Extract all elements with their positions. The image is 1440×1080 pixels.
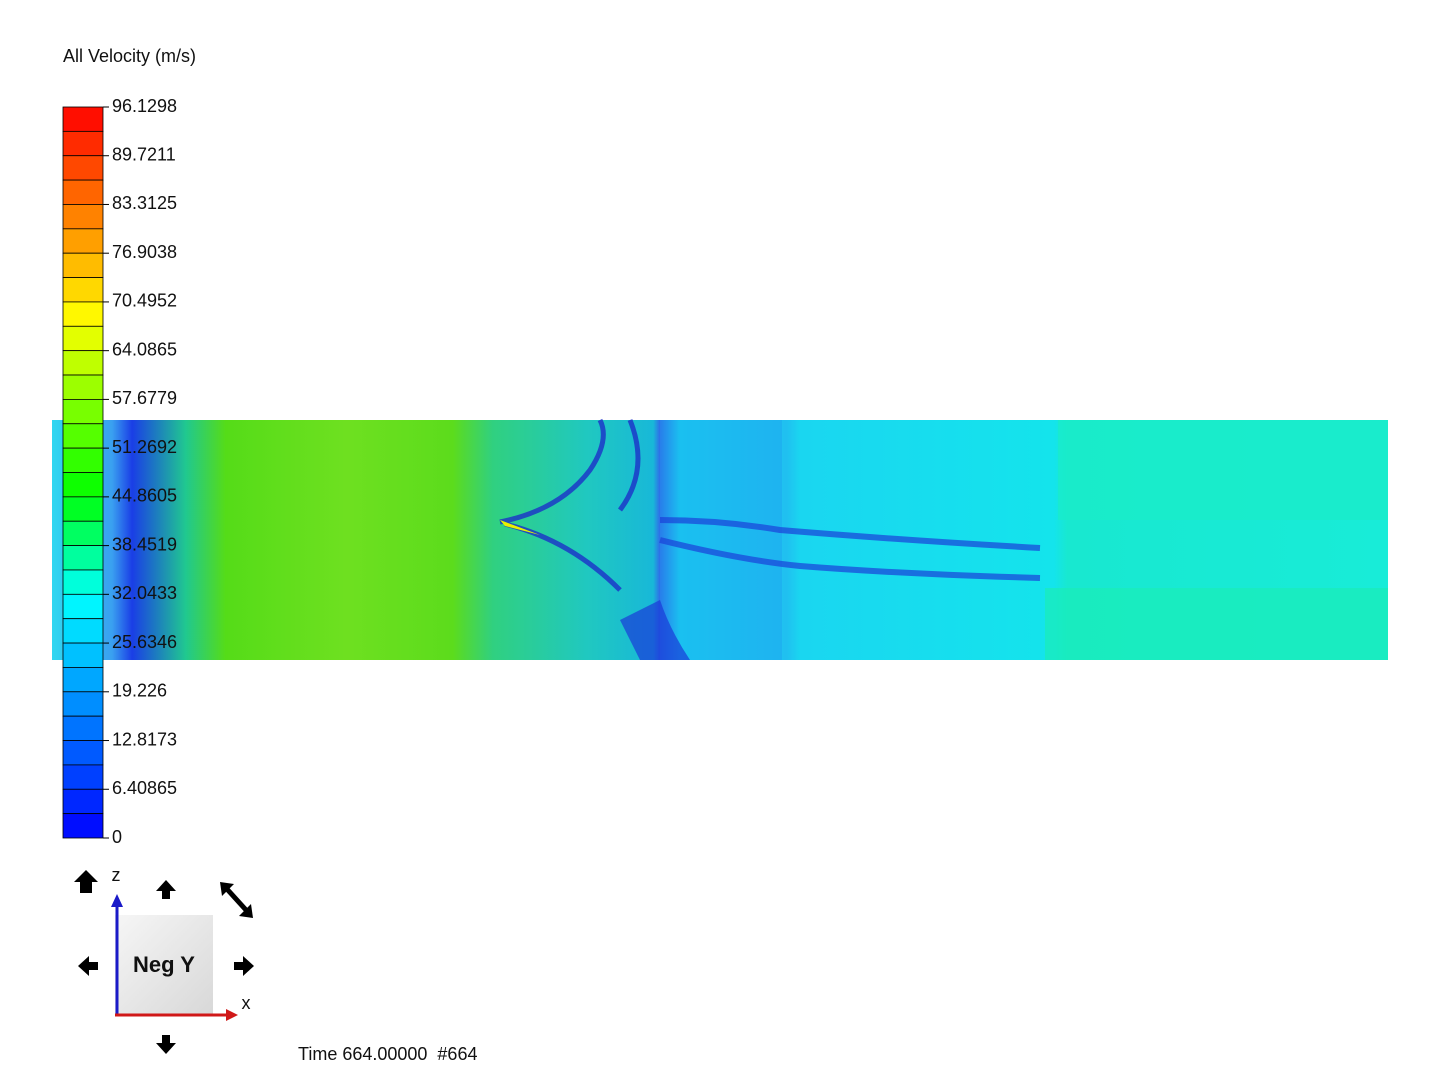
color-band <box>62 740 104 766</box>
legend-label: 89.7211 <box>112 144 176 164</box>
flow-field <box>52 418 1388 660</box>
color-band <box>62 447 104 473</box>
legend-label: 12.8173 <box>112 729 177 749</box>
color-band <box>62 155 104 181</box>
rotate-left[interactable] <box>78 956 98 976</box>
wake <box>620 600 690 660</box>
z-arrow <box>111 894 123 907</box>
legend-label: 51.2692 <box>112 437 177 457</box>
color-band <box>62 715 104 741</box>
color-band <box>62 252 104 278</box>
legend-label: 32.0433 <box>112 583 177 603</box>
color-band <box>62 764 104 790</box>
legend-label: 0 <box>112 827 122 847</box>
legend-label: 25.6346 <box>112 632 177 652</box>
legend-label: 19.226 <box>112 681 167 701</box>
color-band <box>62 130 104 157</box>
legend-label: 64.0865 <box>112 339 177 359</box>
z-label: z <box>112 865 121 885</box>
color-band <box>62 350 104 376</box>
color-band <box>62 325 104 352</box>
wake <box>659 517 1041 581</box>
color-band <box>62 545 104 571</box>
home-button[interactable] <box>74 870 98 893</box>
cube-label: Neg Y <box>133 952 195 977</box>
rotate-right[interactable] <box>234 956 254 976</box>
color-bar: 96.1298 89.7211 83.3125 76.9038 70.4952 64.08… <box>62 96 177 847</box>
color-band <box>62 496 104 522</box>
color-band <box>62 667 104 693</box>
color-band <box>62 618 104 644</box>
color-band <box>62 691 104 717</box>
x-label: x <box>242 993 251 1013</box>
legend-label: 57.6779 <box>112 388 177 408</box>
color-band <box>62 374 104 400</box>
rotate-down[interactable] <box>156 1035 176 1054</box>
color-band <box>62 472 104 498</box>
legend-title: All Velocity (m/s) <box>63 46 196 66</box>
legend-label: 83.3125 <box>112 193 177 213</box>
legend-label: 44.8605 <box>112 486 177 506</box>
field-patch <box>660 420 782 660</box>
color-band <box>62 204 104 230</box>
color-band <box>62 593 104 620</box>
color-band <box>62 398 104 425</box>
view-cube: Neg Y z x <box>74 865 254 1054</box>
field-patch <box>1045 588 1388 660</box>
legend-label: 6.40865 <box>112 778 177 798</box>
time-status: Time 664.00000 #664 <box>298 1044 477 1064</box>
x-arrow <box>226 1009 238 1021</box>
jet <box>500 520 540 535</box>
color-band <box>62 301 104 327</box>
legend-label: 38.4519 <box>112 534 177 554</box>
roll-button[interactable] <box>220 882 253 918</box>
color-band <box>62 228 104 254</box>
cube-face[interactable] <box>115 915 213 1015</box>
color-band <box>62 642 104 668</box>
field-patch <box>1058 420 1388 520</box>
color-band <box>62 520 104 547</box>
color-band <box>62 813 104 839</box>
legend-label: 70.4952 <box>112 291 177 311</box>
color-band <box>62 423 104 449</box>
color-band <box>62 788 104 815</box>
legend-label: 96.1298 <box>112 96 177 116</box>
color-band <box>62 106 104 132</box>
rotate-up[interactable] <box>156 880 176 899</box>
color-band <box>62 569 104 595</box>
legend-label: 76.9038 <box>112 242 177 262</box>
color-band <box>62 277 104 303</box>
color-band <box>62 179 104 205</box>
